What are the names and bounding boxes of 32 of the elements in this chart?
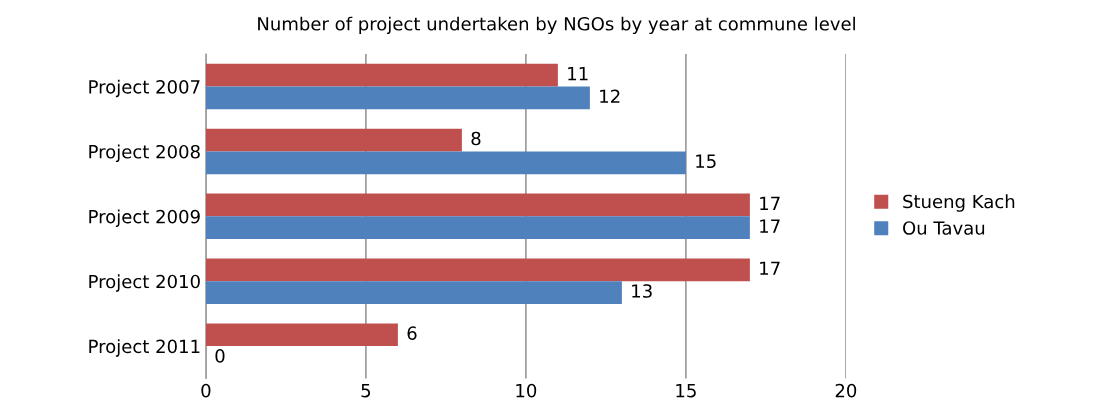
- chart-title: Number of project undertaken by NGOs by year at commune level: [258, 16, 855, 35]
- data-label: 15: [696, 154, 716, 169]
- bar: [205, 258, 750, 282]
- bar: [205, 216, 750, 240]
- y-tick-label: Project 2011: [89, 339, 200, 357]
- bar: [205, 86, 590, 110]
- y-tick-label: Project 2008: [89, 144, 200, 163]
- x-tick-label: 15: [676, 383, 696, 398]
- data-label: 17: [760, 261, 780, 275]
- data-label: 17: [760, 196, 780, 210]
- data-label: 11: [568, 66, 588, 81]
- x-tick-label: 10: [516, 383, 537, 398]
- data-label: 6: [407, 326, 417, 340]
- y-tick-label: Project 2009: [89, 209, 200, 227]
- data-label: 17: [760, 219, 780, 233]
- bar: [205, 128, 462, 152]
- legend-label: Ou Tavau: [903, 221, 985, 235]
- data-label: 0: [215, 349, 225, 363]
- y-tick-label: Project 2010: [89, 274, 200, 292]
- bar: [205, 323, 398, 347]
- x-tick-label: 5: [361, 383, 371, 398]
- legend-label: Stueng Kach: [903, 194, 1015, 212]
- bar: [205, 63, 558, 87]
- bar: [205, 151, 686, 175]
- data-label: 12: [600, 89, 620, 103]
- bar: [205, 281, 622, 304]
- y-tick-label: Project 2007: [89, 79, 200, 98]
- bar: [205, 193, 750, 217]
- x-tick-label: 0: [201, 383, 211, 398]
- data-label: 8: [471, 131, 481, 146]
- data-label: 13: [632, 284, 652, 298]
- x-tick-label: 20: [835, 383, 857, 398]
